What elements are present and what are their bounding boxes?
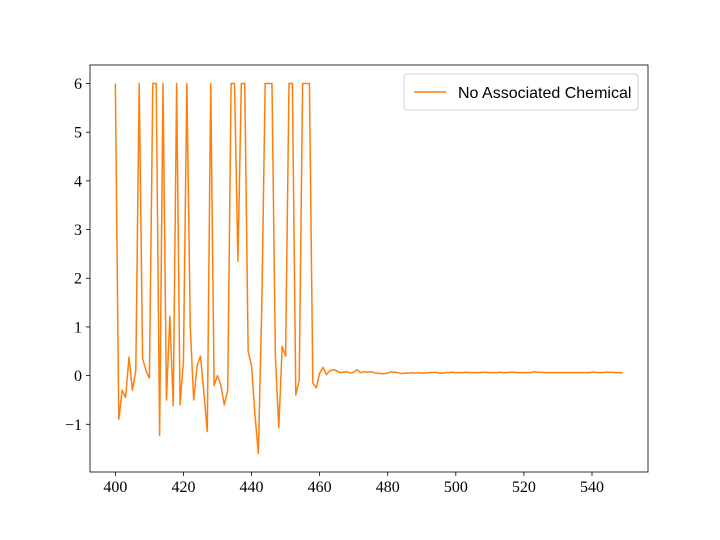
y-tick-label: 2 [74,271,82,288]
legend: No Associated Chemical [403,73,639,111]
y-tick-label: 1 [74,319,82,336]
x-tick-label: 480 [376,479,400,496]
x-tick-label: 420 [171,479,195,496]
y-tick-label: 3 [74,222,82,239]
legend-label: No Associated Chemical [458,85,631,102]
data-line [114,82,623,455]
plot-frame [89,64,649,473]
x-tick-label: 500 [444,479,468,496]
y-tick-label: −1 [65,417,82,434]
x-tick-label: 520 [512,479,536,496]
y-tick-label: 6 [74,76,82,93]
x-tick-label: 440 [240,479,264,496]
y-tick-label: 0 [74,368,82,385]
legend-box [403,73,639,111]
x-tick-label: 400 [103,479,127,496]
y-tick-label: 4 [74,173,82,190]
y-tick-label: 5 [74,125,82,142]
x-tick-label: 460 [308,479,332,496]
x-tick-label: 540 [580,479,604,496]
